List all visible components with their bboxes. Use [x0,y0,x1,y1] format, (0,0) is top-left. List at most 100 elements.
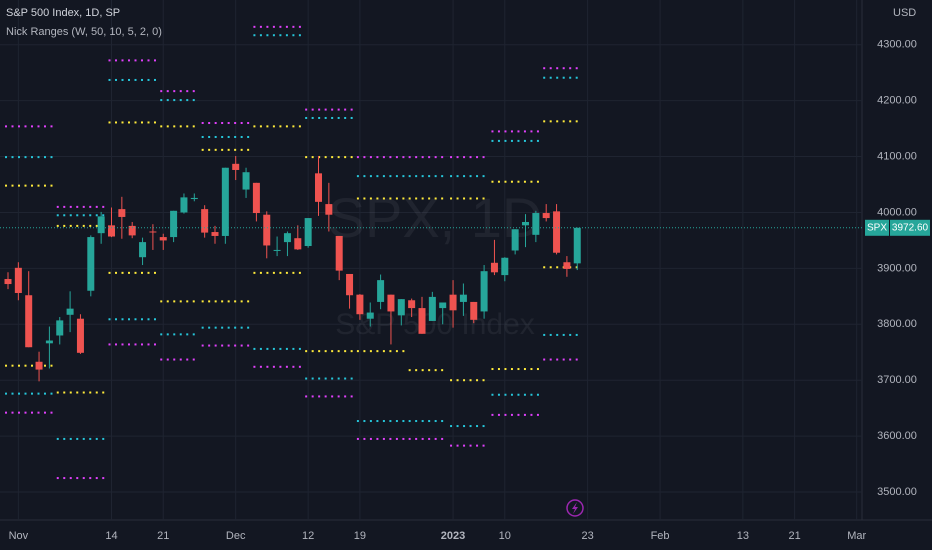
range-dot [556,266,559,269]
candle-body [56,320,64,336]
range-dot [69,437,72,440]
range-dot [214,122,217,125]
range-dot [160,333,163,336]
range-dot [24,156,27,159]
range-dot [82,205,85,208]
range-dot [434,156,437,159]
range-dot [221,148,224,151]
range-dot [166,99,169,102]
range-dot [497,413,500,416]
range-dot [56,205,59,208]
range-dot [292,365,295,368]
marks [4,25,581,480]
range-dot [285,271,288,274]
y-tick-label: 4300.00 [877,39,917,51]
range-dot [166,90,169,93]
range-dot [69,477,72,480]
event-icon[interactable] [566,499,584,517]
range-dot [5,125,7,128]
range-dot [331,350,334,353]
range-level [408,420,444,423]
range-dot [421,175,424,178]
range-dot [95,437,98,440]
range-dot [166,300,169,303]
range-dot [214,135,217,138]
range-dot [292,271,295,274]
range-dot [115,78,117,81]
range-dot [63,437,66,440]
range-dot [510,393,513,396]
range-dot [504,368,507,371]
range-dot [363,420,366,423]
range-dot [549,358,552,361]
range-dot [279,34,282,37]
range-dot [476,444,479,447]
range-dot [18,411,20,414]
range-dot [11,411,14,414]
range-dot [415,420,418,423]
candle-body [170,210,178,238]
candle-body [315,173,322,202]
range-dot [382,175,385,178]
range-dot [350,156,353,159]
range-dot [186,90,189,93]
candle-body [346,273,354,296]
range-dot [344,156,347,159]
range-dot [389,175,392,178]
range-dot [234,300,237,303]
indicator-label[interactable]: Nick Ranges (W, 50, 10, 5, 2, 0) [6,26,162,38]
range-dot [476,156,479,159]
range-dot [76,391,79,394]
range-dot [102,205,105,208]
range-dot [421,420,424,423]
range-dot [240,122,243,125]
range-dot [395,420,398,423]
range-dot [214,326,217,329]
range-dot [31,392,33,395]
range-dot [186,99,189,102]
range-dot [259,34,262,37]
range-dot [376,175,379,178]
range-dot [234,344,237,347]
range-dot [63,224,66,227]
range-dot [543,333,546,336]
event-icon-bolt [572,502,578,514]
range-dot [173,333,176,336]
range-dot [50,125,53,128]
candle-body [397,299,405,316]
range-dot [44,125,46,128]
range-dot [376,197,379,200]
range-dot [18,125,20,128]
candle-body [459,294,467,302]
range-dot [298,347,301,350]
range-dot [363,437,366,440]
range-dot [476,425,479,428]
range-dot [491,130,494,133]
range-dot [569,333,572,336]
range-dot [363,350,366,353]
range-dot [356,175,359,178]
range-dot [186,125,189,128]
range-dot [434,437,437,440]
range-dot [476,175,479,178]
range-dot [344,108,347,111]
range-level [491,180,539,183]
range-dot [141,318,143,321]
range-dot [402,175,405,178]
range-dot [221,122,224,125]
range-dot [337,350,340,353]
range-level [160,358,195,361]
range-dot [575,67,578,70]
range-dot [208,344,211,347]
range-dot [234,148,237,151]
range-dot [337,377,340,380]
range-dot [82,391,85,394]
range-dot [259,25,262,28]
x-tick-label: Feb [651,530,670,542]
range-dot [510,139,513,142]
chart-title[interactable]: S&P 500 Index, 1D, SP [6,7,120,19]
range-dot [115,59,117,62]
range-level [450,197,485,200]
range-dot [208,122,211,125]
candle-body [4,279,12,285]
